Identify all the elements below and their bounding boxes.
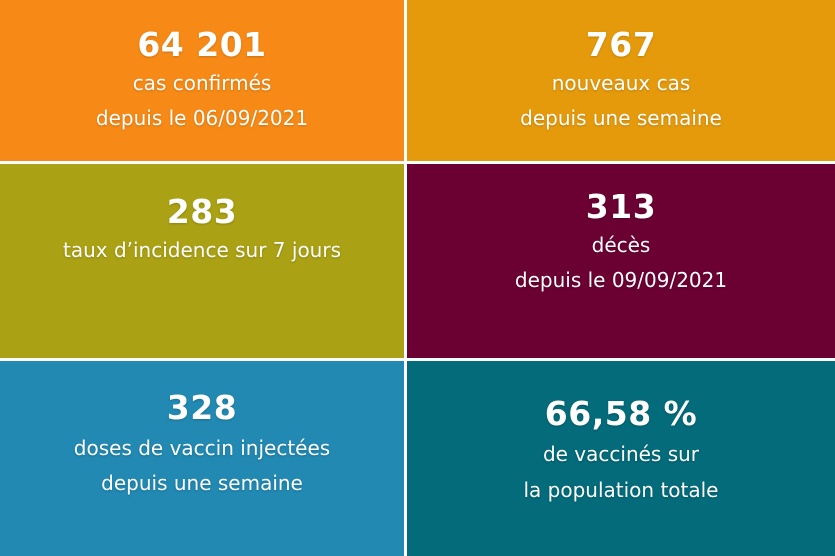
tile-confirmed-cases: 64 201 cas confirmés depuis le 06/09/202…: [0, 0, 404, 161]
new-cases-period: depuis une semaine: [520, 106, 722, 130]
vaccinated-share-label: de vaccinés sur: [542, 442, 700, 466]
tile-vaccinated-share: 66,58 % de vaccinés sur la population to…: [407, 361, 835, 556]
vaccine-doses-period: depuis une semaine: [101, 471, 303, 495]
vaccinated-share-value: 66,58 %: [544, 394, 698, 433]
incidence-rate-label: taux d’incidence sur 7 jours: [62, 238, 341, 262]
vaccinated-share-scope: la population totale: [523, 478, 719, 502]
vaccine-doses-label: doses de vaccin injectées: [73, 436, 331, 460]
tile-deaths: 313 décès depuis le 09/09/2021: [407, 164, 835, 358]
new-cases-value: 767: [585, 25, 657, 64]
new-cases-label: nouveaux cas: [551, 71, 691, 95]
confirmed-cases-since: depuis le 06/09/2021: [95, 106, 309, 130]
confirmed-cases-label: cas confirmés: [132, 71, 272, 95]
deaths-since: depuis le 09/09/2021: [514, 268, 728, 292]
tile-new-cases: 767 nouveaux cas depuis une semaine: [407, 0, 835, 161]
deaths-label: décès: [591, 233, 651, 257]
tile-vaccine-doses: 328 doses de vaccin injectées depuis une…: [0, 361, 404, 556]
tile-incidence-rate: 283 taux d’incidence sur 7 jours: [0, 164, 404, 358]
deaths-value: 313: [585, 187, 657, 226]
vaccine-doses-value: 328: [166, 388, 238, 427]
confirmed-cases-value: 64 201: [137, 25, 267, 64]
incidence-rate-value: 283: [166, 192, 238, 231]
